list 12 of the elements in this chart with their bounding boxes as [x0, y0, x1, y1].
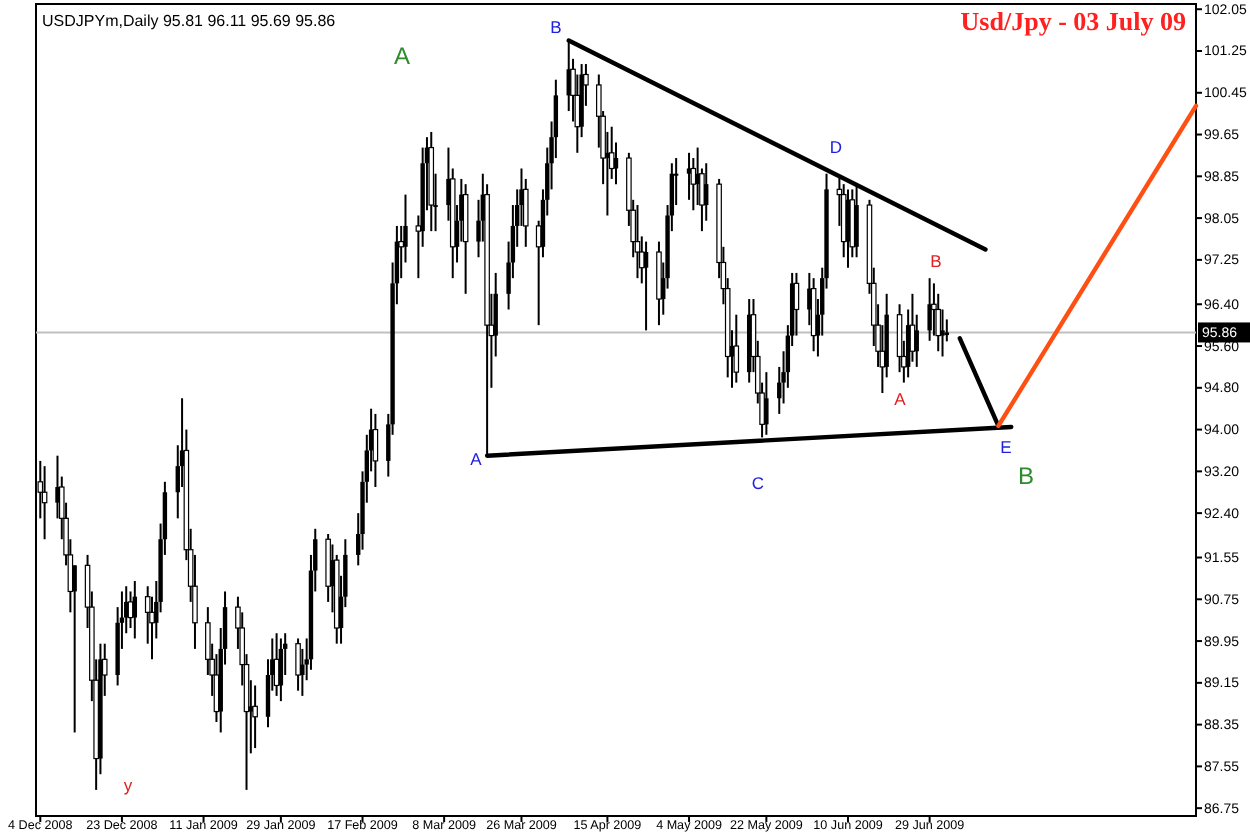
annotation: C [751, 472, 765, 493]
annotation: B [930, 250, 943, 271]
annotation: B [1017, 462, 1035, 491]
annotation: B [550, 16, 563, 37]
annotation: A [393, 42, 411, 71]
chart-title: Usd/Jpy - 03 July 09 [960, 6, 1187, 36]
annotation: y [123, 774, 134, 795]
annotation: A [470, 448, 483, 469]
annotation: E [1000, 436, 1013, 457]
text: USDJPYm,Daily 95.81 96.11 95.69 95.86 [42, 12, 337, 30]
annotation: D [829, 136, 843, 157]
annotation: A [894, 388, 907, 409]
